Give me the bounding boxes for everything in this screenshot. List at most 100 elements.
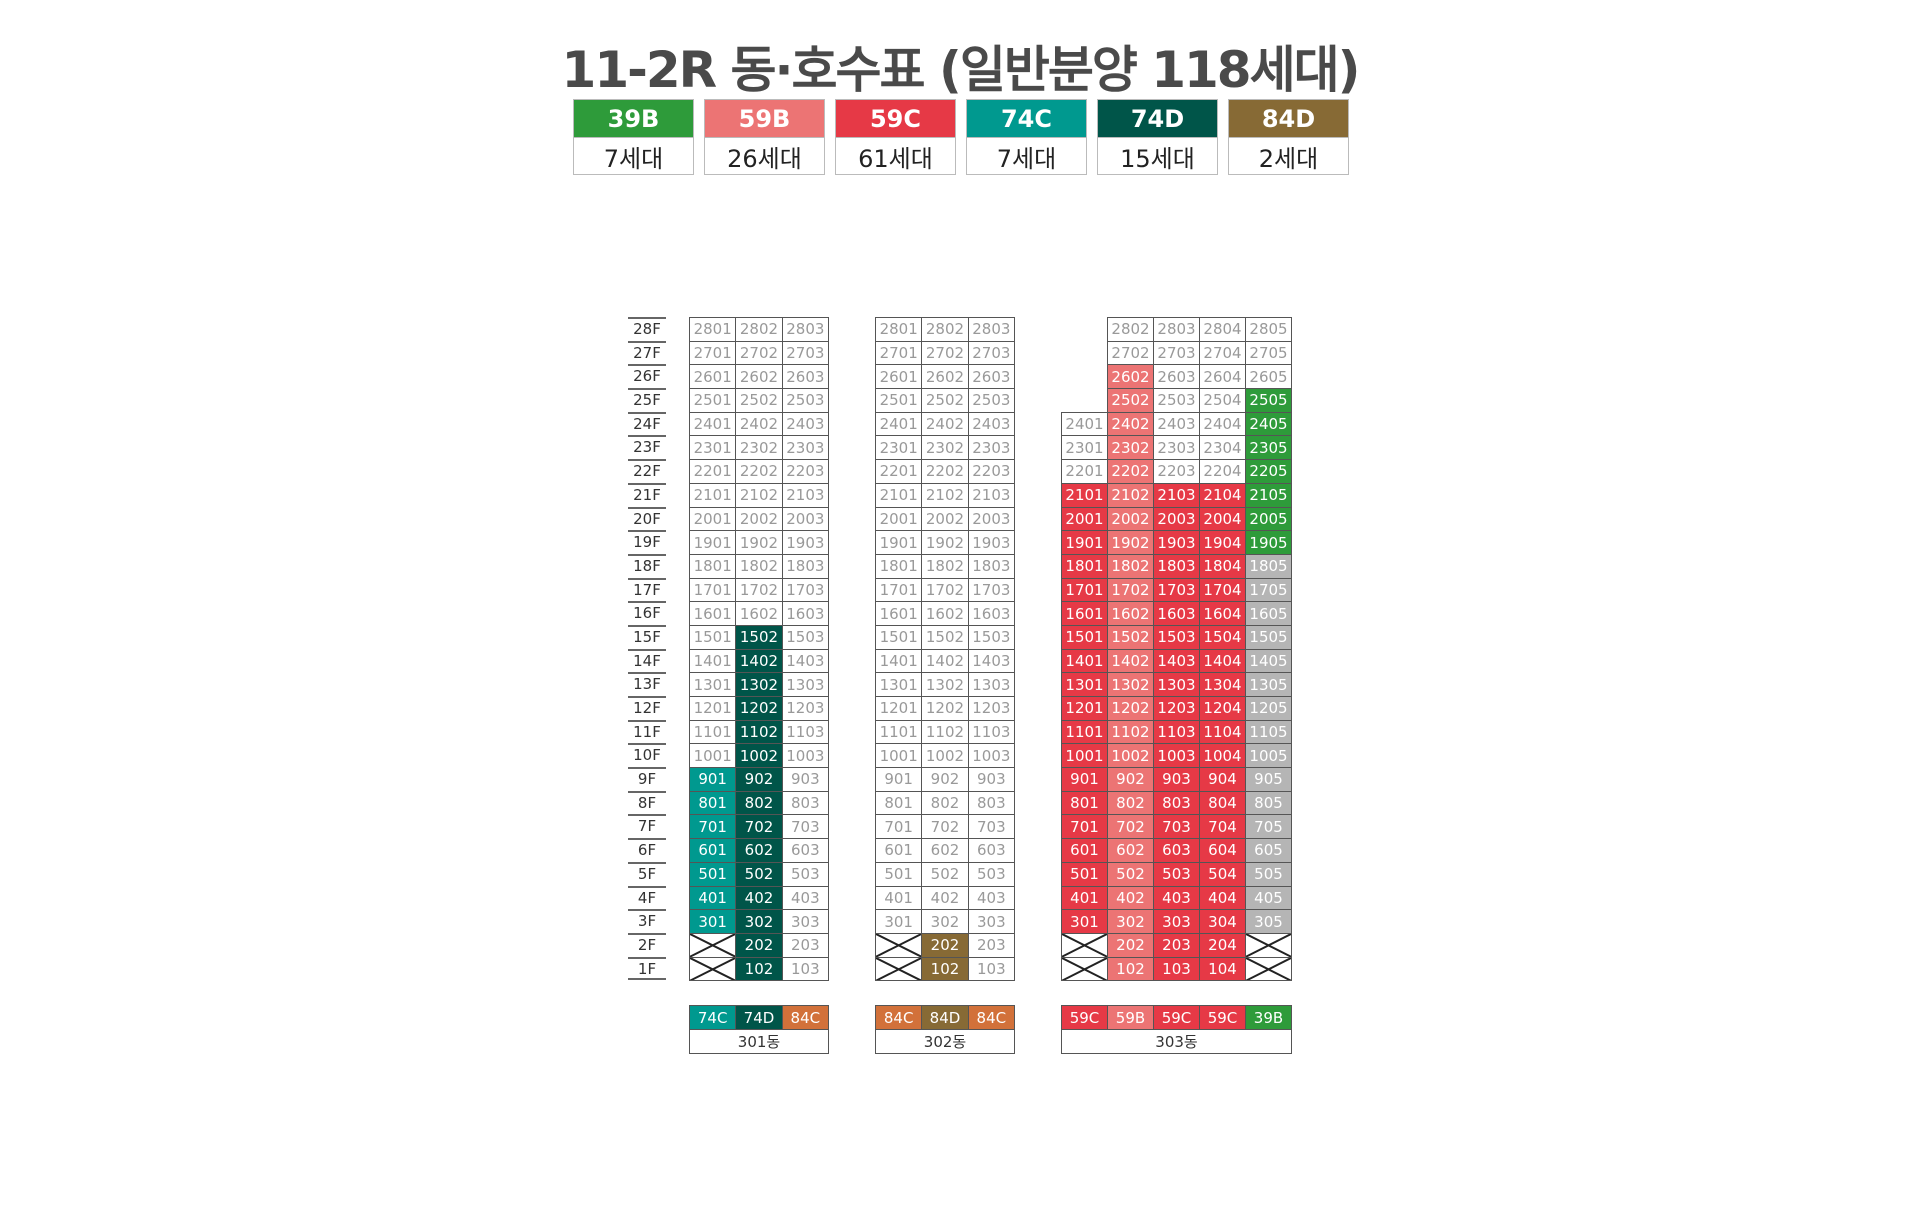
unit-cell[interactable]: 2603 — [1153, 364, 1200, 390]
unit-cell[interactable]: 501 — [1061, 861, 1108, 887]
unit-cell[interactable]: 701 — [1061, 814, 1108, 840]
unit-cell[interactable]: 1803 — [781, 553, 830, 579]
unit-cell[interactable]: 2304 — [1199, 435, 1246, 461]
unit-cell[interactable]: 602 — [1107, 838, 1154, 863]
unit-cell[interactable]: 2603 — [781, 364, 830, 390]
unit-cell[interactable]: 2102 — [735, 482, 783, 508]
unit-cell[interactable]: 302 — [921, 909, 969, 934]
unit-cell[interactable]: 603 — [967, 838, 1016, 863]
unit-cell[interactable]: 2402 — [921, 411, 969, 437]
unit-cell[interactable]: 605 — [1245, 838, 1292, 863]
unit-cell[interactable]: 703 — [781, 814, 830, 840]
unit-cell[interactable]: 2101 — [1061, 482, 1108, 508]
unit-cell[interactable]: 1703 — [967, 577, 1016, 603]
unit-cell[interactable]: 2004 — [1199, 506, 1246, 532]
unit-cell[interactable]: 1001 — [688, 743, 737, 769]
unit-cell[interactable]: 1302 — [921, 672, 969, 697]
unit-cell[interactable]: 801 — [874, 790, 923, 816]
unit-cell[interactable]: 2302 — [735, 435, 783, 461]
unit-cell[interactable]: 1902 — [921, 530, 969, 555]
unit-cell[interactable]: 401 — [1061, 885, 1108, 911]
unit-cell[interactable]: 903 — [781, 767, 830, 792]
unit-cell[interactable]: 304 — [1199, 909, 1246, 934]
unit-cell[interactable]: 2705 — [1245, 340, 1292, 366]
unit-cell[interactable]: 1102 — [1107, 719, 1154, 745]
unit-cell[interactable]: 1203 — [967, 696, 1016, 721]
unit-cell[interactable]: 1501 — [874, 624, 923, 650]
unit-cell[interactable]: 1702 — [921, 577, 969, 603]
unit-cell[interactable]: 502 — [921, 861, 969, 887]
unit-cell[interactable]: 703 — [1153, 814, 1200, 840]
unit-cell[interactable]: 1802 — [735, 553, 783, 579]
unit-cell[interactable]: 1301 — [1061, 672, 1108, 697]
unit-cell[interactable]: 1302 — [1107, 672, 1154, 697]
unit-cell[interactable]: 602 — [735, 838, 783, 863]
unit-cell[interactable]: 1803 — [1153, 553, 1200, 579]
unit-cell[interactable]: 1602 — [1107, 601, 1154, 626]
unit-cell[interactable]: 503 — [967, 861, 1016, 887]
unit-cell[interactable]: 802 — [1107, 790, 1154, 816]
unit-cell[interactable]: 1802 — [921, 553, 969, 579]
unit-cell[interactable]: 502 — [735, 861, 783, 887]
unit-cell[interactable]: 603 — [781, 838, 830, 863]
unit-cell[interactable]: 2005 — [1245, 506, 1292, 532]
unit-cell[interactable]: 1504 — [1199, 624, 1246, 650]
unit-cell[interactable]: 503 — [1153, 861, 1200, 887]
unit-cell[interactable]: 901 — [1061, 767, 1108, 792]
unit-cell[interactable]: 2802 — [735, 317, 783, 342]
unit-cell[interactable]: 1502 — [921, 624, 969, 650]
unit-cell[interactable]: 1003 — [781, 743, 830, 769]
unit-cell[interactable]: 2703 — [781, 340, 830, 366]
unit-cell[interactable]: 203 — [781, 932, 830, 958]
unit-cell[interactable]: 2002 — [1107, 506, 1154, 532]
unit-cell[interactable]: 1402 — [735, 648, 783, 674]
unit-cell[interactable]: 402 — [921, 885, 969, 911]
unit-cell[interactable]: 2501 — [688, 388, 737, 413]
unit-cell[interactable]: 1102 — [921, 719, 969, 745]
unit-cell[interactable]: 1304 — [1199, 672, 1246, 697]
unit-cell[interactable]: 1105 — [1245, 719, 1292, 745]
unit-cell[interactable]: 2103 — [781, 482, 830, 508]
unit-cell[interactable]: 2301 — [688, 435, 737, 461]
unit-cell[interactable]: 1901 — [688, 530, 737, 555]
unit-cell[interactable]: 1004 — [1199, 743, 1246, 769]
unit-cell[interactable]: 2302 — [1107, 435, 1154, 461]
unit-cell[interactable]: 1905 — [1245, 530, 1292, 555]
unit-cell[interactable]: 501 — [874, 861, 923, 887]
unit-cell[interactable]: 2305 — [1245, 435, 1292, 461]
unit-cell[interactable]: 403 — [967, 885, 1016, 911]
unit-cell[interactable]: 1201 — [874, 696, 923, 721]
unit-cell[interactable]: 2603 — [967, 364, 1016, 390]
unit-cell[interactable]: 1403 — [967, 648, 1016, 674]
unit-cell[interactable]: 902 — [1107, 767, 1154, 792]
unit-cell[interactable]: 1602 — [735, 601, 783, 626]
unit-cell[interactable]: 2203 — [967, 459, 1016, 484]
unit-cell[interactable]: 1001 — [1061, 743, 1108, 769]
unit-cell[interactable]: 202 — [735, 932, 783, 958]
unit-cell[interactable]: 1901 — [874, 530, 923, 555]
unit-cell[interactable]: 702 — [921, 814, 969, 840]
unit-cell[interactable]: 1804 — [1199, 553, 1246, 579]
unit-cell[interactable]: 1904 — [1199, 530, 1246, 555]
unit-cell[interactable]: 2002 — [735, 506, 783, 532]
unit-cell[interactable]: 401 — [874, 885, 923, 911]
unit-cell[interactable]: 1305 — [1245, 672, 1292, 697]
unit-cell[interactable]: 103 — [967, 956, 1016, 982]
unit-cell[interactable]: 1403 — [781, 648, 830, 674]
unit-cell[interactable]: 2202 — [921, 459, 969, 484]
unit-cell[interactable]: 1403 — [1153, 648, 1200, 674]
unit-cell[interactable]: 903 — [967, 767, 1016, 792]
unit-cell[interactable]: 1205 — [1245, 696, 1292, 721]
unit-cell[interactable]: 2402 — [735, 411, 783, 437]
unit-cell[interactable]: 102 — [921, 956, 969, 982]
unit-cell[interactable]: 1005 — [1245, 743, 1292, 769]
unit-cell[interactable]: 2201 — [874, 459, 923, 484]
unit-cell[interactable]: 601 — [1061, 838, 1108, 863]
unit-cell[interactable]: 705 — [1245, 814, 1292, 840]
unit-cell[interactable]: 2204 — [1199, 459, 1246, 484]
unit-cell[interactable]: 2602 — [1107, 364, 1154, 390]
unit-cell[interactable]: 303 — [781, 909, 830, 934]
unit-cell[interactable]: 403 — [1153, 885, 1200, 911]
unit-cell[interactable]: 1103 — [967, 719, 1016, 745]
unit-cell[interactable]: 1703 — [781, 577, 830, 603]
